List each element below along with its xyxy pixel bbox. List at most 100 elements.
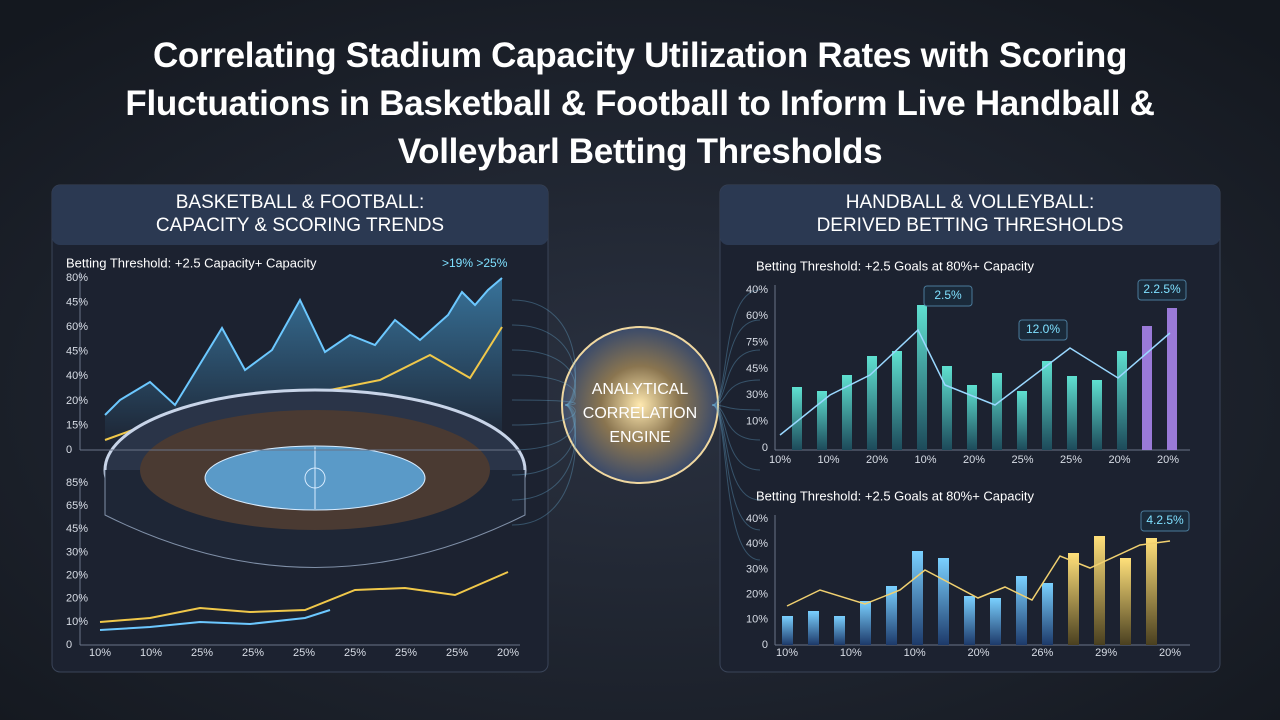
connector: [511, 349, 576, 406]
x-tick-label: 20%: [1159, 647, 1181, 659]
x-tick-label: 25%: [191, 647, 213, 659]
engine-label: CORRELATION: [583, 405, 697, 422]
bar-decoration: [860, 601, 871, 645]
line-decoration: [104, 277, 503, 416]
y-tick-label: 20%: [66, 395, 88, 407]
y-tick-label: 30%: [746, 563, 768, 575]
bar-decoration: [938, 558, 949, 645]
y-tick-label: 45%: [66, 346, 88, 358]
bar-decoration: [912, 551, 923, 645]
line-decoration: [779, 328, 1171, 436]
bar-decoration: [942, 366, 952, 450]
bar-decoration: [990, 598, 1001, 645]
x-tick-label: 10%: [140, 647, 162, 659]
y-tick-label: 0: [66, 639, 72, 651]
panel-heading: CAPACITY & SCORING TRENDS: [156, 215, 444, 236]
x-tick-label: 25%: [446, 647, 468, 659]
y-tick-label: 0: [762, 442, 768, 454]
y-tick-label: 85%: [66, 477, 88, 489]
bar-decoration: [817, 391, 827, 450]
bars-decoration: [79, 272, 1190, 646]
connectors: [511, 289, 761, 561]
x-tick-label: 10%: [89, 647, 111, 659]
line-decoration: [786, 540, 1171, 607]
connector: [511, 404, 576, 476]
bar-decoration: [1067, 376, 1077, 450]
bar-decoration: [1016, 576, 1027, 645]
bar-decoration: [1146, 538, 1157, 645]
bar-decoration: [1092, 380, 1102, 450]
y-tick-label: 30%: [746, 389, 768, 401]
connector: [511, 324, 576, 406]
title: Correlating Stadium Capacity Utilization…: [125, 36, 1155, 171]
x-tick-label: 25%: [242, 647, 264, 659]
tick-labels: 80% 45% 60% 45% 40% 20% 15% 0 85% 65% 45% 30% 20% 20%…: [66, 272, 1184, 659]
connector: [711, 319, 761, 406]
bar-decoration: [1117, 351, 1127, 450]
callout: 2.5%: [934, 288, 962, 302]
bar-decoration: [886, 586, 897, 645]
x-tick-label: 10%: [840, 647, 862, 659]
x-tick-label: 20%: [866, 454, 888, 466]
y-tick-label: 10%: [746, 416, 768, 428]
x-tick-label: 25%: [1060, 454, 1082, 466]
panel-heading: BASKETBALL & FOOTBALL:: [176, 192, 425, 213]
bar-decoration: [808, 611, 819, 645]
connector: [511, 404, 576, 426]
bar-decoration: [1042, 361, 1052, 450]
bar-decoration: [792, 387, 802, 450]
x-tick-label: 29%: [1095, 647, 1117, 659]
x-tick-label: 25%: [344, 647, 366, 659]
bar-decoration: [1142, 326, 1152, 450]
engine: ANALYTICAL CORRELATION ENGINE: [561, 326, 719, 484]
connector: [711, 404, 761, 411]
callout: >19% >25%: [442, 256, 508, 270]
bar-decoration: [834, 616, 845, 645]
y-tick-label: 65%: [66, 500, 88, 512]
stadium: [103, 388, 527, 568]
y-tick-label: 45%: [66, 296, 88, 308]
y-tick-label: 0: [762, 639, 768, 651]
y-tick-label: 45%: [746, 363, 768, 375]
x-tick-label: 10%: [904, 647, 926, 659]
y-tick-label: 15%: [66, 419, 88, 431]
x-tick-label: 26%: [1031, 647, 1053, 659]
y-tick-label: 20%: [66, 593, 88, 605]
y-tick-label: 40%: [66, 370, 88, 382]
x-tick-label: 25%: [1011, 454, 1033, 466]
callout-box: [1018, 319, 1068, 341]
bar-decoration: [1120, 558, 1131, 645]
bar-decoration: [1068, 553, 1079, 645]
connector: [711, 404, 761, 441]
bar-decoration: [992, 373, 1002, 450]
bar-decoration: [782, 616, 793, 645]
connector: [711, 379, 761, 406]
callout-box: [1137, 279, 1187, 301]
y-tick-label: 10%: [746, 614, 768, 626]
x-tick-label: 25%: [293, 647, 315, 659]
connector: [511, 399, 576, 406]
bar-decoration: [842, 375, 852, 450]
y-tick-label: 75%: [746, 337, 768, 349]
connector: [511, 404, 576, 526]
connector: [511, 404, 576, 501]
connector: [511, 404, 576, 451]
y-tick-label: 60%: [66, 321, 88, 333]
y-tick-label: 60%: [746, 310, 768, 322]
x-tick-label: 20%: [963, 454, 985, 466]
y-tick-label: 0: [66, 444, 72, 456]
callout: 12.0%: [1026, 322, 1060, 336]
bar-decoration: [867, 356, 877, 450]
x-tick-label: 25%: [395, 647, 417, 659]
bar-decoration: [967, 385, 977, 450]
x-tick-label: 10%: [769, 454, 791, 466]
chart-label: Betting Threshold: +2.5 Goals at 80%+ Ca…: [756, 258, 1034, 273]
callout: 4.2.5%: [1146, 513, 1184, 527]
line-decoration: [99, 609, 331, 631]
x-tick-label: 20%: [497, 647, 519, 659]
x-tick-label: 20%: [1108, 454, 1130, 466]
x-tick-label: 20%: [967, 647, 989, 659]
connector: [711, 404, 761, 531]
y-tick-label: 40%: [746, 513, 768, 525]
y-tick-label: 10%: [66, 616, 88, 628]
